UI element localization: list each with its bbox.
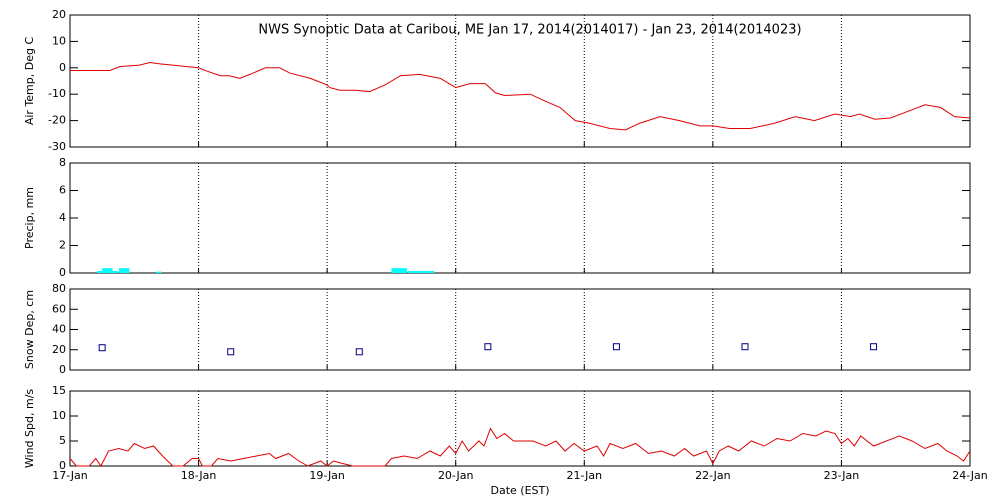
x-tick-label: 20-Jan [438, 469, 474, 482]
y-tick-label: 15 [52, 384, 66, 397]
y-tick-label: 20 [52, 343, 66, 356]
y-tick-label: 0 [59, 363, 66, 376]
bar [124, 268, 130, 273]
y-tick-label: 2 [59, 239, 66, 252]
plot-frame [69, 162, 971, 274]
y-tick-label: 0 [59, 266, 66, 279]
x-tick-label: 21-Jan [567, 469, 603, 482]
y-tick-label: 6 [59, 184, 66, 197]
plot-frame [69, 14, 971, 148]
y-tick-label: 60 [52, 302, 66, 315]
plot-frame [69, 390, 971, 467]
bar [391, 268, 397, 273]
bar [156, 271, 162, 273]
bar [107, 268, 113, 273]
y-axis-label: Precip, mm [23, 187, 36, 249]
y-axis-label: Air Temp, Deg C [23, 37, 36, 126]
point [484, 343, 492, 351]
bar [102, 268, 108, 273]
point [98, 344, 106, 352]
x-tick-label: 17-Jan [52, 469, 88, 482]
bar [401, 268, 408, 273]
point [227, 348, 235, 356]
y-tick-label: 40 [52, 323, 66, 336]
y-tick-label: 10 [52, 34, 66, 47]
x-tick-label: 18-Jan [181, 469, 217, 482]
x-tick-label: 19-Jan [309, 469, 345, 482]
point [741, 343, 749, 351]
y-axis-label: Snow Dep, cm [23, 290, 36, 369]
bar [428, 270, 435, 273]
plot-frame [69, 288, 971, 371]
data-line [69, 427, 971, 467]
bar [408, 270, 414, 273]
point [612, 343, 620, 351]
bar [423, 270, 429, 273]
y-tick-label: -30 [48, 140, 66, 153]
y-tick-label: 80 [52, 282, 66, 295]
y-tick-label: 10 [52, 409, 66, 422]
y-tick-label: 0 [59, 459, 66, 472]
bar [413, 270, 419, 273]
y-tick-label: 4 [59, 211, 66, 224]
y-axis-label: Wind Spd, m/s [23, 389, 36, 469]
point [355, 348, 363, 356]
x-tick-label: 23-Jan [824, 469, 860, 482]
x-tick-label: 22-Jan [695, 469, 731, 482]
bar [118, 268, 125, 273]
x-tick-label: 24-Jan [952, 469, 988, 482]
y-tick-label: -10 [48, 87, 66, 100]
bar [112, 270, 118, 273]
chart-title: NWS Synoptic Data at Caribou, ME Jan 17,… [258, 23, 801, 38]
y-tick-label: 8 [59, 156, 66, 169]
y-tick-label: -20 [48, 114, 66, 127]
data-line [70, 62, 971, 131]
y-tick-label: 5 [59, 434, 66, 447]
x-axis-label: Date (EST) [490, 484, 549, 497]
bar [97, 270, 103, 273]
bar [418, 270, 424, 273]
point [870, 343, 878, 351]
y-tick-label: 0 [59, 61, 66, 74]
bar [396, 268, 402, 273]
y-tick-label: 20 [52, 8, 66, 21]
